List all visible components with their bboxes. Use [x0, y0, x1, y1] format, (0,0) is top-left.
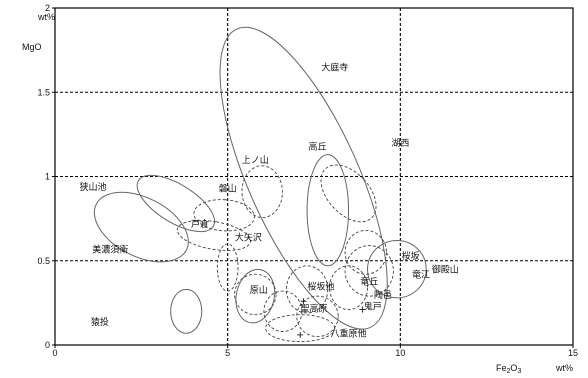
- region-label: 大矢沢: [235, 232, 262, 244]
- region-ellipse: [329, 265, 368, 311]
- region-label: 原山: [250, 285, 268, 296]
- region-label: 陶邑: [374, 289, 392, 301]
- y-tick-label: 1.5: [37, 87, 50, 97]
- region-label: 鬼戸: [364, 301, 382, 313]
- region-ellipse: [176, 220, 251, 251]
- region-ellipse: [170, 288, 203, 334]
- region-label: 聖高原: [300, 302, 327, 314]
- region-label: 猿投: [91, 316, 109, 328]
- region-label: 上ノ山: [242, 155, 269, 166]
- region-ellipse: [296, 295, 339, 338]
- x-tick-label: 5: [225, 348, 230, 358]
- region-ellipse: [93, 191, 189, 263]
- y-tick-label: 1: [45, 172, 50, 182]
- region-ellipse: [265, 314, 336, 343]
- x-tick-label: 15: [568, 348, 578, 358]
- region-ellipse: [241, 165, 283, 219]
- region-ellipse: [219, 26, 388, 330]
- region-ellipse: [235, 268, 276, 324]
- x-axis-unit: wt%: [555, 363, 573, 373]
- region-label: 八重原他: [331, 328, 367, 340]
- region-label: 竜江: [412, 269, 430, 281]
- region-ellipse: [306, 154, 350, 267]
- region-ellipse: [344, 229, 387, 275]
- x-tick-label: 0: [52, 348, 57, 358]
- x-axis-title-sub2: 2: [507, 368, 511, 375]
- region-label: 御殿山: [432, 264, 459, 276]
- region-ellipse: [234, 273, 277, 316]
- region-label: 大庭寺: [321, 61, 348, 73]
- region-ellipse: [320, 164, 377, 223]
- region-label: 狭山池: [79, 181, 106, 193]
- y-tick-label: 0: [45, 340, 50, 350]
- y-axis-unit: wt%: [37, 12, 55, 22]
- region-ellipse: [344, 245, 394, 297]
- region-label: 戸倉: [191, 218, 209, 230]
- region-label: 竜丘: [360, 275, 378, 287]
- region-ellipse: [216, 243, 239, 292]
- x-axis-title-o: O: [510, 363, 517, 373]
- y-tick-label: 0.5: [37, 256, 50, 266]
- x-tick-label: 10: [395, 348, 405, 358]
- y-tick-label: 2: [45, 3, 50, 13]
- region-ellipse: [193, 199, 255, 232]
- region-ellipse: [285, 265, 329, 314]
- gridlines: [55, 8, 573, 345]
- region-ellipse: [367, 240, 427, 299]
- x-axis-title-sub3: 3: [517, 368, 521, 375]
- axis-ticks: 0 5 10 15 0 0.5 1 1.5 2: [37, 3, 578, 358]
- region-ellipse: [136, 174, 215, 233]
- x-axis-title: Fe2O3: [496, 363, 521, 375]
- x-axis-title-fe: Fe: [496, 363, 507, 373]
- region-ellipse: [263, 290, 303, 332]
- y-axis-title: MgO: [22, 42, 42, 52]
- regions: [93, 26, 427, 343]
- region-label: 桜坂他: [307, 280, 334, 292]
- markers: [297, 298, 366, 338]
- region-label: 磐山: [219, 183, 237, 195]
- region-label: 美濃須衛: [92, 243, 128, 255]
- region-label: 高丘: [308, 141, 326, 153]
- region-label: 桜坂: [402, 250, 420, 262]
- region-label: 湖西: [391, 138, 409, 149]
